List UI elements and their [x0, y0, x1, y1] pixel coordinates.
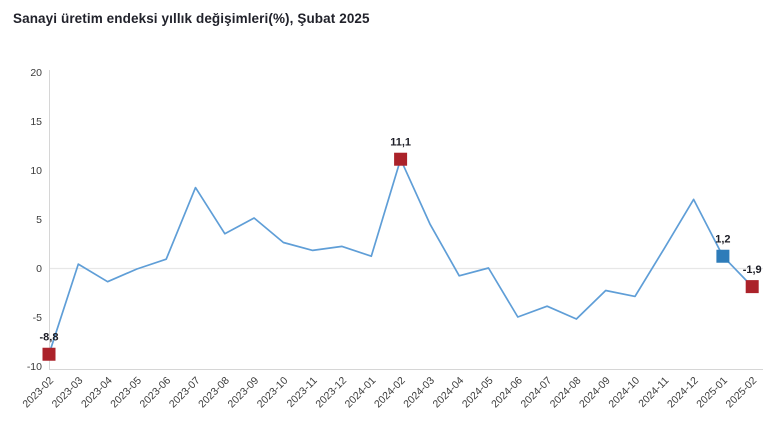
x-axis-tick-label: 2023-03: [50, 375, 86, 411]
data-label-2023-02: -8,8: [40, 332, 59, 344]
x-axis-tick-label: 2023-12: [313, 375, 349, 411]
data-label-2025-01: 1,2: [715, 234, 730, 246]
x-axis-tick-label: 2024-10: [606, 375, 642, 411]
series-line: [48, 158, 753, 355]
y-axis-tick-label: 0: [36, 263, 42, 275]
x-axis-tick-label: 2023-10: [255, 375, 291, 411]
x-axis-tick-label: 2024-02: [372, 375, 408, 411]
data-label-2025-02: -1,9: [743, 264, 762, 276]
x-axis-tick-label: 2023-09: [225, 375, 261, 411]
x-axis-tick-label: 2025-01: [694, 375, 730, 411]
x-axis-tick-label: 2023-02: [20, 375, 56, 411]
y-axis-tick-label: -5: [33, 312, 42, 324]
marker-2024-02: [394, 152, 408, 166]
x-axis-tick-label: 2024-12: [665, 375, 701, 411]
y-axis-tick-label: 15: [30, 116, 42, 128]
x-axis-tick-label: 2024-03: [401, 375, 437, 411]
marker-2025-02: [745, 280, 759, 294]
marker-2025-01: [716, 249, 730, 263]
chart-title: Sanayi üretim endeksi yıllık değişimleri…: [13, 11, 370, 26]
x-axis-tick-label: 2024-06: [489, 375, 525, 411]
x-axis-tick-label: 2024-04: [431, 375, 467, 411]
x-axis-tick-label: 2024-08: [548, 375, 584, 411]
x-axis-tick-label: 2023-06: [138, 375, 174, 411]
y-axis-tick-label: 10: [30, 165, 42, 177]
y-axis-tick-label: 20: [30, 67, 42, 79]
x-axis-tick-label: 2023-07: [167, 375, 203, 411]
x-axis-tick-label: 2023-08: [196, 375, 232, 411]
x-axis-tick-label: 2024-05: [460, 375, 496, 411]
x-axis-tick-label: 2024-01: [343, 375, 379, 411]
y-axis-tick-label: 5: [36, 214, 42, 226]
y-axis-tick-label: -10: [27, 361, 42, 373]
data-label-2024-02: 11,1: [390, 137, 411, 149]
x-axis-tick-label: 2023-05: [108, 375, 144, 411]
marker-2023-02: [42, 347, 56, 361]
x-axis-tick-label: 2024-09: [577, 375, 613, 411]
x-axis-tick-label: 2023-04: [79, 375, 115, 411]
x-axis-tick-label: 2025-02: [724, 375, 760, 411]
x-axis-tick-label: 2024-07: [518, 375, 554, 411]
